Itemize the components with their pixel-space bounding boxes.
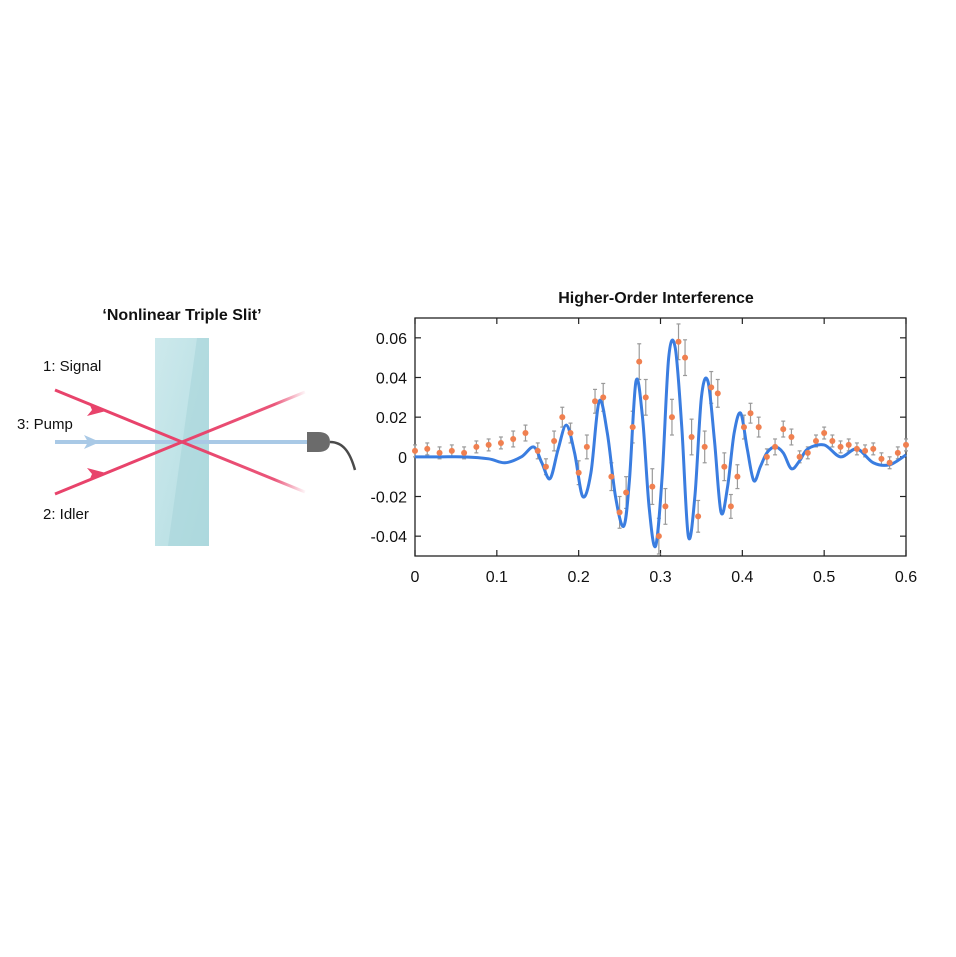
data-point bbox=[559, 414, 566, 421]
data-point bbox=[837, 443, 844, 450]
data-point bbox=[812, 437, 819, 444]
data-point bbox=[747, 410, 754, 417]
data-point bbox=[829, 437, 836, 444]
fit-line bbox=[414, 338, 907, 549]
data-point bbox=[763, 453, 770, 460]
y-tick-label: 0.02 bbox=[376, 410, 407, 427]
data-point bbox=[878, 455, 885, 462]
data-point bbox=[675, 338, 682, 345]
data-point bbox=[461, 449, 468, 456]
data-point bbox=[862, 447, 869, 454]
data-point bbox=[542, 463, 549, 470]
idler-arrow bbox=[87, 468, 106, 481]
data-point bbox=[894, 449, 901, 456]
data-point bbox=[551, 437, 558, 444]
data-point bbox=[510, 435, 517, 442]
y-tick-label: 0 bbox=[398, 450, 407, 467]
label-idler: 2: Idler bbox=[43, 506, 89, 523]
data-point bbox=[623, 489, 630, 496]
data-point bbox=[772, 443, 779, 450]
data-point bbox=[497, 439, 504, 446]
idler-beam-in bbox=[54, 440, 183, 496]
detector-icon bbox=[307, 432, 357, 471]
triple-slit-diagram: ‘Nonlinear Triple Slit’ 1: Signal 3: Pum… bbox=[17, 307, 357, 546]
signal-beam-in bbox=[54, 388, 183, 444]
data-point bbox=[636, 358, 643, 365]
data-point bbox=[903, 441, 909, 448]
data-point bbox=[695, 513, 702, 520]
data-point bbox=[682, 354, 689, 361]
data-point bbox=[755, 424, 762, 431]
data-point bbox=[668, 414, 675, 421]
data-point bbox=[701, 443, 708, 450]
x-tick-label: 0.6 bbox=[895, 569, 917, 586]
x-tick-label: 0.5 bbox=[813, 569, 835, 586]
data-point bbox=[485, 441, 492, 448]
data-point bbox=[655, 533, 662, 540]
data-point bbox=[780, 426, 787, 433]
fit-line-layer bbox=[414, 338, 907, 549]
label-pump: 3: Pump bbox=[17, 416, 73, 433]
data-point bbox=[436, 449, 443, 456]
data-point bbox=[567, 430, 574, 437]
x-tick-label: 0.3 bbox=[649, 569, 671, 586]
data-point bbox=[788, 434, 795, 440]
x-tick-label: 0.1 bbox=[486, 569, 508, 586]
data-point bbox=[616, 509, 623, 516]
chart-title: Higher-Order Interference bbox=[558, 290, 754, 307]
data-point bbox=[583, 443, 590, 450]
data-point bbox=[688, 434, 695, 440]
data-point bbox=[727, 503, 734, 510]
data-point bbox=[853, 445, 860, 452]
data-point bbox=[575, 469, 582, 476]
data-point bbox=[473, 443, 480, 450]
idler-beam-out bbox=[181, 390, 306, 444]
data-point bbox=[721, 463, 728, 470]
data-point bbox=[662, 503, 669, 510]
data-point bbox=[534, 447, 541, 454]
data-point bbox=[845, 441, 852, 448]
data-point bbox=[796, 453, 803, 460]
axis-ticks: 0 0.1 0.2 0.3 0.4 0.5 0.6 -0.04 -0.02 0 0.02 0.04 0.… bbox=[371, 318, 917, 586]
data-point bbox=[708, 384, 715, 391]
data-point bbox=[714, 390, 721, 397]
data-point bbox=[629, 424, 636, 431]
data-point bbox=[600, 394, 607, 401]
data-point bbox=[734, 473, 741, 480]
interference-chart: Higher-Order Interference 0 0.1 0.2 0.3 0.4 0… bbox=[371, 290, 918, 586]
data-points bbox=[412, 338, 909, 540]
data-point bbox=[424, 445, 431, 452]
data-point bbox=[642, 394, 649, 401]
y-tick-label: -0.04 bbox=[371, 529, 408, 546]
signal-beam-out bbox=[181, 440, 306, 494]
data-point bbox=[870, 445, 877, 452]
data-point bbox=[649, 483, 656, 490]
data-point bbox=[592, 398, 599, 405]
x-tick-label: 0.4 bbox=[731, 569, 753, 586]
pump-arrow bbox=[84, 435, 100, 449]
signal-arrow bbox=[87, 403, 106, 416]
label-signal: 1: Signal bbox=[43, 358, 101, 375]
y-tick-label: 0.04 bbox=[376, 371, 407, 388]
data-point bbox=[448, 447, 455, 454]
x-tick-label: 0.2 bbox=[568, 569, 590, 586]
data-point bbox=[821, 430, 828, 437]
y-tick-label: -0.02 bbox=[371, 490, 408, 507]
data-point bbox=[412, 447, 418, 454]
diagram-title: ‘Nonlinear Triple Slit’ bbox=[102, 307, 261, 324]
y-tick-label: 0.06 bbox=[376, 331, 407, 348]
data-point bbox=[740, 424, 747, 431]
data-point bbox=[886, 459, 893, 466]
x-tick-label: 0 bbox=[411, 569, 420, 586]
data-point bbox=[608, 473, 615, 480]
data-point bbox=[804, 449, 811, 456]
data-point bbox=[522, 430, 529, 437]
